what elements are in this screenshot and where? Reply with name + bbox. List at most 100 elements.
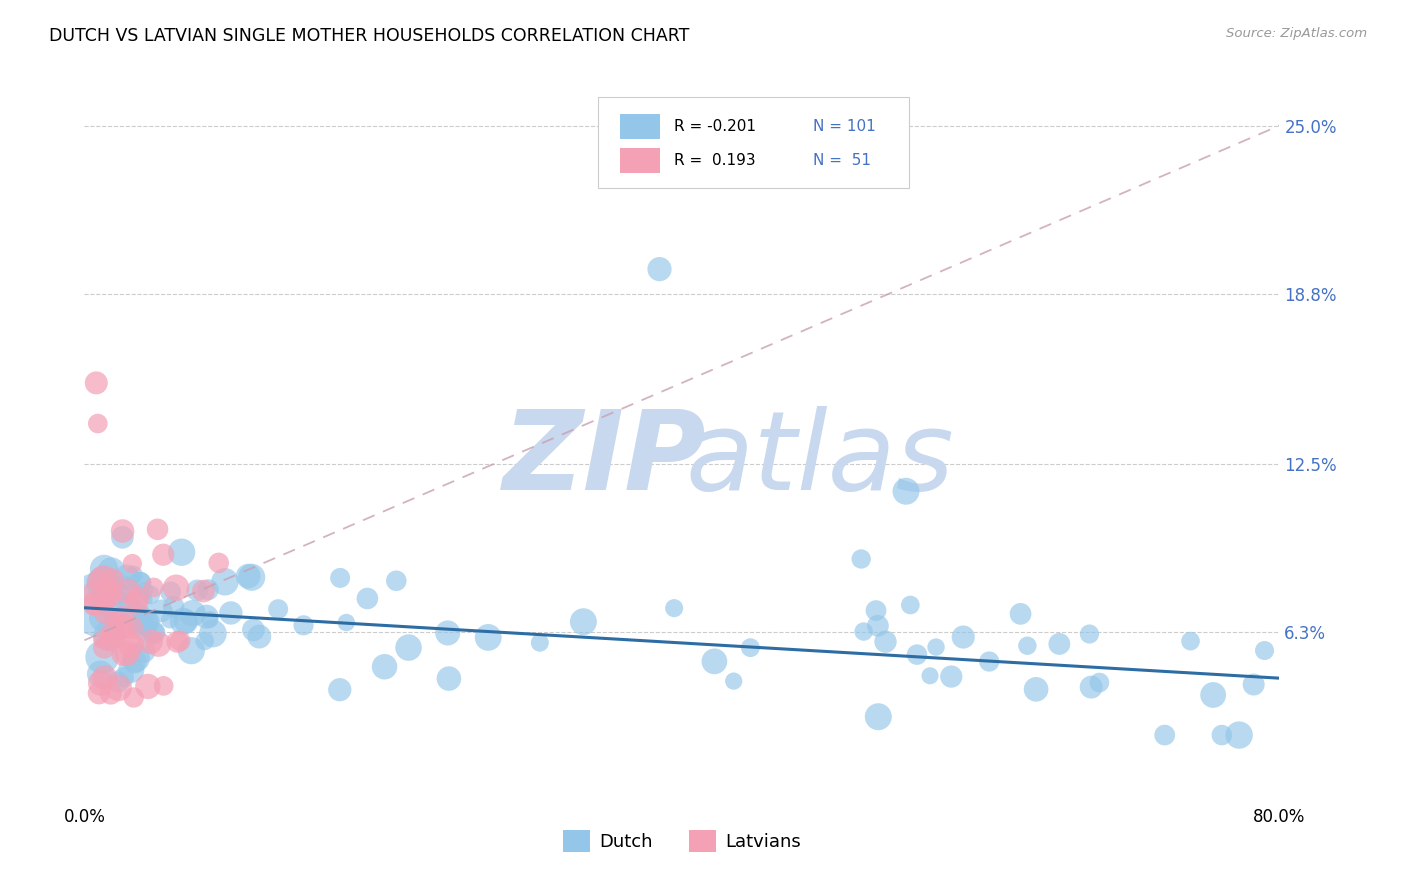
Point (118, 598, 141, 612)
Point (148, 637, 170, 651)
Point (98, 629, 121, 643)
Point (129, 575, 152, 590)
Point (142, 625, 165, 640)
Point (82, 599, 104, 613)
Point (181, 607, 204, 621)
Point (100, 591, 122, 605)
Point (87, 686, 110, 700)
FancyBboxPatch shape (599, 97, 910, 188)
Point (107, 675, 129, 690)
Point (87, 417, 110, 431)
Point (91, 650, 114, 665)
Point (170, 545, 193, 559)
Point (941, 669, 963, 683)
Point (356, 591, 378, 606)
Point (120, 663, 142, 677)
Point (94, 593, 117, 607)
Text: N =  51: N = 51 (814, 153, 872, 168)
Point (103, 610, 125, 624)
Point (97, 583, 120, 598)
Point (125, 596, 148, 610)
Point (121, 620, 143, 634)
Point (159, 585, 181, 599)
Text: DUTCH VS LATVIAN SINGLE MOTHER HOUSEHOLDS CORRELATION CHART: DUTCH VS LATVIAN SINGLE MOTHER HOUSEHOLD… (49, 27, 689, 45)
Point (146, 522, 169, 536)
Point (100, 564, 122, 578)
Point (201, 626, 224, 640)
Point (186, 583, 208, 598)
Point (374, 659, 396, 673)
Point (180, 643, 202, 657)
Point (98, 634, 121, 648)
Point (398, 640, 420, 655)
Point (117, 584, 139, 599)
Text: atlas: atlas (685, 406, 953, 513)
Point (136, 680, 159, 694)
Point (117, 646, 139, 660)
Point (84, 596, 107, 610)
Point (129, 593, 152, 607)
Point (703, 654, 725, 668)
Point (93, 607, 115, 621)
Point (174, 615, 197, 629)
Point (197, 582, 219, 597)
Point (108, 619, 131, 633)
Point (868, 709, 890, 723)
Point (128, 576, 150, 591)
Point (142, 580, 165, 594)
Point (112, 670, 135, 684)
Point (94, 671, 117, 685)
Point (134, 615, 156, 630)
Point (89, 598, 111, 612)
Point (329, 571, 352, 585)
Point (111, 524, 134, 538)
Point (662, 601, 685, 615)
Point (437, 672, 460, 686)
Point (120, 638, 142, 652)
Bar (620, 114, 661, 138)
Point (132, 644, 155, 658)
Point (134, 583, 156, 598)
Legend: Dutch, Latvians: Dutch, Latvians (555, 823, 808, 860)
Point (139, 588, 162, 602)
Point (150, 604, 173, 618)
Text: Source: ZipAtlas.com: Source: ZipAtlas.com (1226, 27, 1367, 40)
Point (979, 655, 1001, 669)
Point (1227, 728, 1250, 742)
Point (242, 623, 264, 637)
Point (97, 629, 120, 643)
Point (529, 636, 551, 650)
Text: R = -0.201: R = -0.201 (673, 119, 755, 134)
Point (292, 618, 315, 632)
Point (111, 609, 134, 624)
Point (139, 634, 162, 648)
Point (107, 681, 129, 695)
Point (87, 574, 110, 588)
Point (851, 552, 873, 566)
Point (1010, 607, 1032, 621)
Point (121, 557, 143, 571)
Point (122, 568, 145, 582)
Point (101, 573, 124, 587)
Point (866, 619, 889, 633)
Point (125, 651, 148, 665)
Text: R =  0.193: R = 0.193 (673, 153, 755, 168)
Point (740, 640, 762, 655)
Point (114, 581, 136, 595)
Point (195, 609, 218, 624)
Point (436, 626, 458, 640)
Point (898, 598, 921, 612)
Point (572, 615, 595, 629)
Point (152, 548, 174, 562)
Point (93, 562, 115, 576)
Point (1017, 639, 1039, 653)
Point (124, 655, 146, 669)
Point (1243, 677, 1265, 691)
Point (1180, 634, 1202, 648)
Point (91, 632, 114, 647)
Point (267, 602, 290, 616)
Point (1202, 688, 1225, 702)
Point (131, 610, 153, 624)
Point (89, 667, 111, 681)
Point (1253, 643, 1275, 657)
